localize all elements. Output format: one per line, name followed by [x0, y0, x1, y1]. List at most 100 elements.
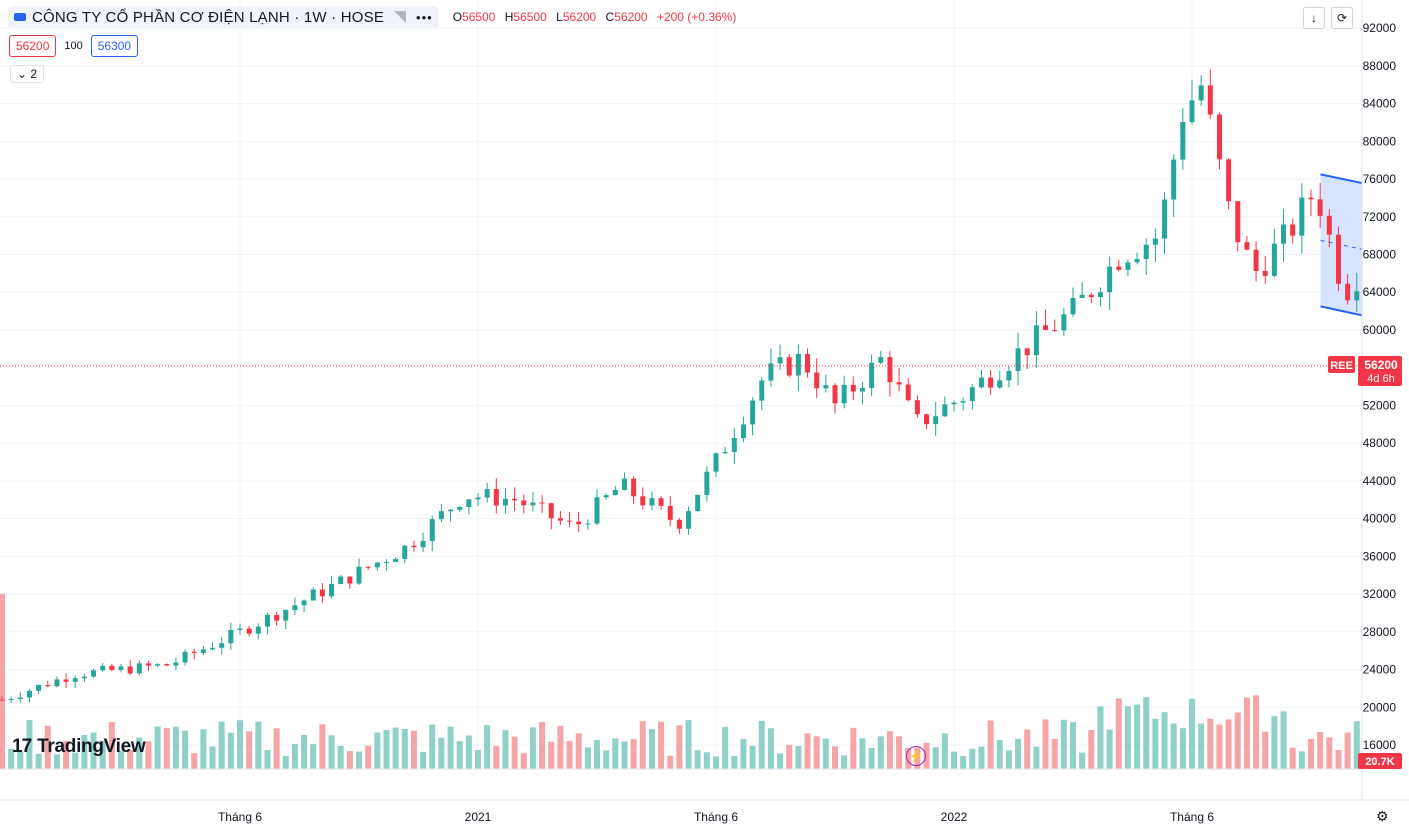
candle-body: [347, 576, 353, 584]
candle-body: [823, 385, 829, 389]
symbol-title-box[interactable]: CÔNG TY CỔ PHẦN CƠ ĐIỆN LẠNH · 1W · HOSE…: [8, 6, 439, 28]
volume-bar: [8, 748, 15, 769]
buy-price-button[interactable]: 56300: [90, 35, 139, 57]
candle-body: [649, 498, 655, 506]
candle-body: [695, 494, 701, 512]
candle-body: [905, 384, 911, 401]
volume-bar: [850, 727, 857, 769]
candle-body: [484, 489, 490, 498]
candle-body: [411, 545, 417, 548]
volume-bar: [932, 747, 939, 769]
high-label: H: [504, 10, 514, 24]
countdown-tag: 4d 6h: [1367, 373, 1395, 385]
candle-body: [310, 589, 316, 601]
volume-bar: [511, 736, 518, 769]
volume-bar: [1033, 746, 1040, 769]
candle-body: [91, 670, 97, 677]
candle-body: [36, 685, 42, 691]
candle-body: [576, 521, 582, 525]
y-tick-label: 68000: [1363, 248, 1397, 262]
candle-body: [621, 478, 627, 490]
volume-bar: [401, 729, 408, 769]
volume-bar: [832, 746, 838, 769]
candle-body: [493, 489, 499, 506]
volume-bar: [713, 756, 719, 769]
x-tick-label: 2021: [465, 810, 492, 824]
indicators-collapse-button[interactable]: ⌄ 2: [10, 65, 45, 83]
volume-bar: [648, 729, 655, 769]
volume-bar: [639, 721, 646, 769]
tv-logo-mark: 17: [12, 736, 32, 757]
volume-bar: [502, 730, 509, 769]
volume-bar: [1262, 731, 1269, 769]
sell-price-button[interactable]: 56200: [9, 35, 57, 57]
candle-body: [896, 382, 902, 385]
volume-bar: [1353, 721, 1360, 769]
tradingview-logo[interactable]: 17 TradingView: [12, 736, 146, 758]
volume-bar: [53, 754, 60, 769]
y-tick-label: 44000: [1363, 474, 1397, 488]
candle-body: [1052, 330, 1058, 332]
volume-bar: [291, 743, 298, 769]
volume-bar: [694, 750, 701, 769]
volume-bar: [163, 727, 170, 769]
refresh-button[interactable]: ⟳: [1331, 7, 1353, 29]
volume-bar: [420, 751, 427, 769]
volume-bar: [392, 727, 399, 769]
volume-bar: [1152, 718, 1159, 769]
candle-body: [686, 511, 692, 529]
volume-bar: [758, 720, 765, 769]
volume-bar: [1170, 723, 1177, 769]
volume-bar: [575, 733, 582, 769]
candle-body: [356, 566, 362, 584]
candle-body: [667, 505, 673, 520]
download-button[interactable]: ↓: [1303, 7, 1325, 29]
volume-bar: [1060, 719, 1067, 769]
candle-body: [72, 678, 78, 682]
refresh-icon: ⟳: [1336, 11, 1348, 25]
candle-body: [81, 676, 87, 679]
volume-bar: [1298, 751, 1305, 769]
volume-bar: [868, 747, 875, 769]
y-tick-label: 88000: [1363, 59, 1397, 73]
volume-bar: [676, 725, 683, 769]
volume-bar: [218, 721, 225, 769]
candle-body: [1180, 122, 1186, 160]
close-label: C: [605, 10, 615, 24]
volume-bar: [1179, 728, 1186, 769]
candle-body: [365, 566, 371, 568]
volume-bar: [200, 729, 207, 769]
candle-body: [1317, 199, 1323, 216]
volume-bar: [749, 745, 756, 769]
candle-body: [704, 471, 710, 495]
candle-body: [988, 377, 994, 388]
candle-body: [969, 387, 975, 401]
lightning-icon[interactable]: ⚡: [906, 746, 926, 766]
volume-bar: [209, 746, 216, 769]
volume-tag: 20.7K: [1365, 756, 1394, 768]
volume-bar: [0, 593, 5, 769]
y-tick-label: 28000: [1363, 625, 1397, 639]
more-dots-icon[interactable]: •••: [416, 9, 433, 25]
volume-bar: [1344, 732, 1351, 769]
volume-bar: [722, 726, 729, 769]
legend-row: CÔNG TY CỔ PHẦN CƠ ĐIỆN LẠNH · 1W · HOSE…: [8, 6, 736, 28]
volume-bar: [1005, 750, 1012, 769]
open-value: 56500: [462, 10, 496, 24]
y-tick-label: 16000: [1363, 738, 1397, 752]
volume-bar: [438, 737, 445, 769]
volume-bar: [566, 740, 573, 769]
volume-bar: [877, 736, 884, 769]
volume-bar: [1015, 738, 1022, 769]
candle-body: [805, 353, 811, 373]
gear-icon[interactable]: ⚙: [1376, 808, 1389, 824]
candle-body: [45, 685, 51, 687]
volume-bar: [1280, 711, 1287, 769]
volume-bar: [1042, 719, 1049, 769]
y-tick-label: 64000: [1363, 285, 1397, 299]
flag-icon: [14, 13, 26, 21]
volume-bar: [1317, 732, 1324, 769]
y-tick-label: 72000: [1363, 210, 1397, 224]
candle-body: [1271, 243, 1277, 276]
